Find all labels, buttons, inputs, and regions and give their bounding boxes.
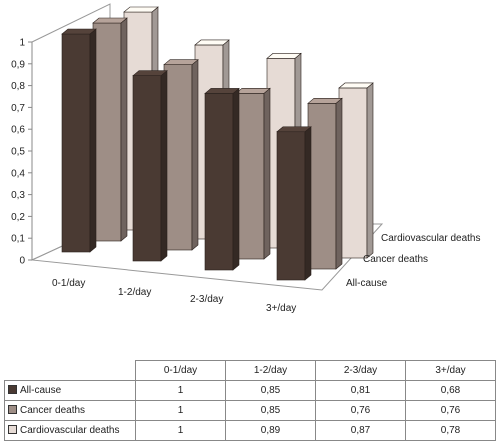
x-axis: 0-1/day 1-2/day 2-3/day 3+/day	[52, 278, 296, 314]
bar-top	[194, 39, 230, 46]
bar-top	[235, 88, 271, 94]
bar-all-cause-23day	[204, 87, 240, 271]
row-label-text: Cancer deaths	[20, 405, 86, 416]
x-tick-label: 1-2/day	[118, 287, 151, 298]
table-corner	[4, 360, 136, 381]
x-tick-label: 2-3/day	[190, 294, 223, 305]
bar-cardiovascular-deaths-3day	[338, 82, 374, 259]
y-tick-label: 0,8	[11, 81, 25, 92]
bar-top	[132, 70, 168, 76]
legend-key	[8, 425, 17, 434]
row-label: All-cause	[4, 380, 136, 401]
bar-top	[61, 28, 97, 35]
bar-side	[335, 97, 343, 270]
bar-front	[338, 87, 368, 259]
table-header-row: 0-1/day 1-2/day 2-3/day 3+/day	[4, 360, 496, 381]
x-tick-label: 3+/day	[266, 303, 296, 314]
table-cell: 0,68	[405, 380, 496, 401]
table-cell: 0,87	[315, 420, 406, 441]
data-table: 0-1/day 1-2/day 2-3/day 3+/day All-cause…	[4, 360, 496, 441]
depth-axis: All-cause Cancer deaths Cardiovascular dea…	[346, 233, 481, 289]
table-cell: 0,76	[315, 400, 406, 421]
table-cell: 0,76	[405, 400, 496, 421]
table-row: All-cause 1 0,85 0,81 0,68	[4, 380, 496, 401]
y-tick-label: 0,1	[11, 234, 25, 245]
y-tick-label: 0,3	[11, 190, 25, 201]
bar-all-cause-12day	[132, 70, 168, 262]
bar-all-cause-01day	[61, 28, 97, 253]
y-tick-label: 0,4	[11, 168, 25, 179]
bar-front	[92, 22, 122, 242]
depth-tick-label: All-cause	[346, 278, 388, 289]
y-tick-label: 1	[19, 38, 25, 49]
bar-front	[204, 93, 234, 271]
table-cell: 0,81	[315, 380, 406, 401]
table-cell: 1	[135, 420, 226, 441]
bar-cancer-deaths-3day	[307, 97, 343, 270]
x-tick-label: 0-1/day	[52, 278, 85, 289]
bar-front	[307, 103, 337, 270]
column-header: 2-3/day	[315, 360, 406, 381]
table-row: Cancer deaths 1 0,85 0,76 0,76	[4, 400, 496, 421]
column-header: 1-2/day	[225, 360, 316, 381]
column-header: 3+/day	[405, 360, 496, 381]
row-label-text: All-cause	[20, 385, 62, 396]
legend-key	[8, 385, 17, 394]
y-tick-label: 0,9	[11, 59, 25, 70]
y-tick-label: 0,6	[11, 125, 25, 136]
bar-top	[92, 17, 128, 24]
bar-side	[160, 70, 168, 262]
bar-front	[61, 33, 91, 253]
y-tick-label: 0,5	[11, 147, 25, 158]
table-cell: 0,78	[405, 420, 496, 441]
y-axis: 0 0,1 0,2 0,3 0,4 0,5 0,6 0,7 0,8 0,9 1	[11, 38, 33, 267]
bar-all-cause-3day	[276, 126, 312, 281]
table-cell: 1	[135, 380, 226, 401]
bars-layer	[61, 6, 374, 281]
bar-top	[307, 98, 343, 104]
bar-top	[276, 126, 312, 133]
y-tick-label: 0,2	[11, 212, 25, 223]
bar-cancer-deaths-01day	[92, 17, 128, 242]
bar-top	[204, 88, 240, 94]
bar-top	[266, 53, 302, 59]
table-cell: 1	[135, 400, 226, 421]
bar-side	[366, 82, 374, 259]
bar-cancer-deaths-12day	[163, 59, 199, 251]
bar-side	[89, 28, 97, 253]
bar-side	[263, 87, 271, 260]
depth-tick-label: Cancer deaths	[363, 254, 428, 265]
bar-side	[120, 17, 128, 242]
depth-tick-label: Cardiovascular deaths	[381, 233, 481, 244]
table-cell: 0,85	[225, 380, 316, 401]
table-cell: 0,89	[225, 420, 316, 441]
bar-top	[123, 6, 159, 13]
bar-front	[235, 93, 265, 260]
bar-top	[163, 59, 199, 65]
table-cell: 0,85	[225, 400, 316, 421]
row-label: Cardiovascular deaths	[4, 420, 136, 441]
y-tick-label: 0	[19, 256, 25, 267]
bar-chart-3d: 0 0,1 0,2 0,3 0,4 0,5 0,6 0,7 0,8 0,9 1 0-1/day 1-2…	[11, 3, 481, 314]
bar-side	[304, 126, 312, 281]
column-header: 0-1/day	[135, 360, 226, 381]
bar-side	[232, 87, 240, 271]
row-label-text: Cardiovascular deaths	[20, 425, 120, 436]
legend-key	[8, 405, 17, 414]
bar-top	[338, 82, 374, 89]
row-label: Cancer deaths	[4, 400, 136, 421]
table-row: Cardiovascular deaths 1 0,89 0,87 0,78	[4, 420, 496, 441]
bar-front	[163, 64, 193, 251]
y-tick-label: 0,7	[11, 103, 25, 114]
bar-side	[191, 59, 199, 251]
bar-cancer-deaths-23day	[235, 87, 271, 260]
bar-front	[132, 75, 162, 262]
bar-front	[276, 131, 306, 281]
